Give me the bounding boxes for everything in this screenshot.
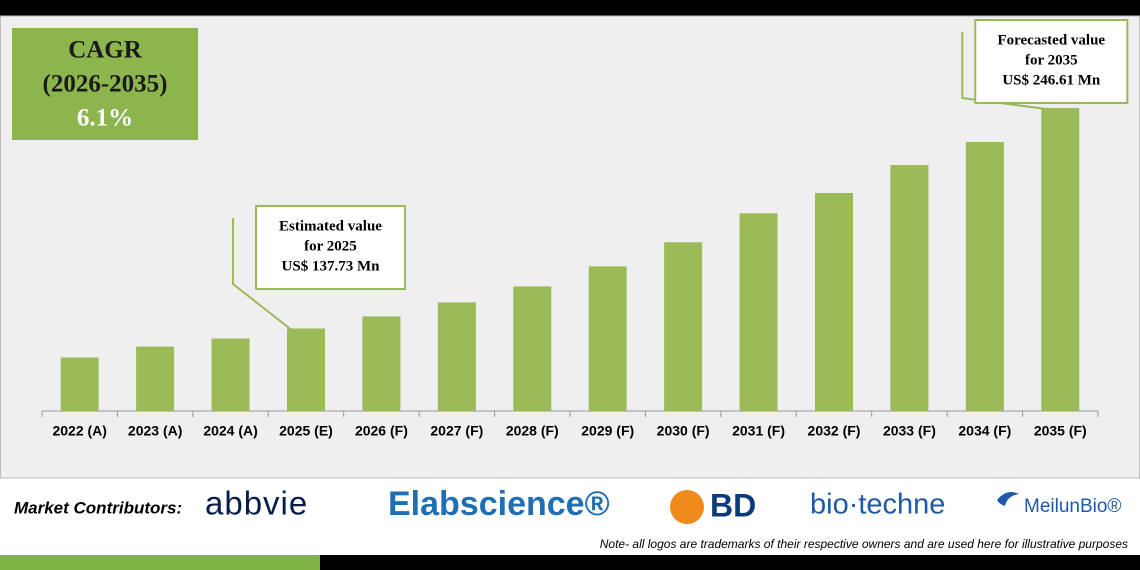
x-tick-label: 2027 (F): [430, 423, 483, 439]
bar: [362, 316, 401, 411]
logo: BD: [710, 487, 756, 523]
cagr-value: 6.1%: [77, 105, 133, 132]
annotation-connector: [232, 218, 292, 331]
annotation-box: [255, 205, 406, 290]
annotation-text: Estimated value: [279, 218, 382, 234]
value-label: US$ 246.61 Mn: [1002, 72, 1101, 88]
logo-icon: [670, 490, 704, 524]
x-tick-label: 2031 (F): [732, 423, 785, 439]
annotation-connector: [961, 32, 1046, 110]
x-tick-label: 2022 (A): [52, 423, 106, 439]
bottom-band: [320, 555, 1140, 570]
logo: bio·techne: [810, 489, 945, 521]
logo: MeilunBio®: [1024, 496, 1121, 517]
bar: [664, 242, 703, 411]
x-tick-label: 2035 (F): [1034, 423, 1087, 439]
bar: [136, 346, 175, 411]
cagr-label: CAGR: [68, 37, 143, 64]
bar: [890, 165, 929, 411]
annotation-box: [974, 19, 1129, 104]
x-tick-label: 2025 (E): [279, 423, 333, 439]
chart: 2022 (A) 2023 (A) 2024 (A) 2025 (E) Estimate…: [41, 19, 1129, 439]
logo-icon: [997, 492, 1019, 506]
x-tick-label: 2032 (F): [808, 423, 861, 439]
value-label: US$ 137.73 Mn: [282, 258, 381, 274]
cagr-box: [12, 28, 198, 140]
x-tick-label: 2026 (F): [355, 423, 408, 439]
bar: [437, 302, 476, 411]
cagr-period: (2026-2035): [43, 71, 168, 98]
x-tick-label: 2024 (A): [203, 423, 257, 439]
bar: [965, 141, 1004, 411]
x-tick-label: 2030 (F): [657, 423, 710, 439]
bar: [60, 357, 99, 411]
bar: [287, 328, 325, 411]
x-tick-label: 2023 (A): [128, 423, 182, 439]
annotation-text: for 2035: [1025, 52, 1078, 68]
x-tick-label: 2033 (F): [883, 423, 936, 439]
annotation-text: for 2025: [304, 238, 357, 254]
bar: [513, 286, 552, 411]
bar: [739, 213, 778, 411]
bar: [588, 266, 627, 411]
x-tick-label: 2029 (F): [581, 423, 634, 439]
x-tick-label: 2034 (F): [958, 423, 1011, 439]
x-tick-label: 2028 (F): [506, 423, 559, 439]
bar: [815, 193, 853, 411]
bar: [1041, 107, 1080, 412]
footer-note: Note- all logos are trademarks of their …: [600, 537, 1128, 551]
logo: abbvie: [205, 485, 308, 522]
annotation-text: Forecasted value: [997, 32, 1105, 48]
contributors-title: Market Contributors:: [14, 498, 182, 517]
bottom-band: [0, 555, 320, 570]
logo: Elabscience®: [388, 485, 610, 523]
top-band: [0, 0, 1140, 16]
bar: [211, 338, 250, 411]
